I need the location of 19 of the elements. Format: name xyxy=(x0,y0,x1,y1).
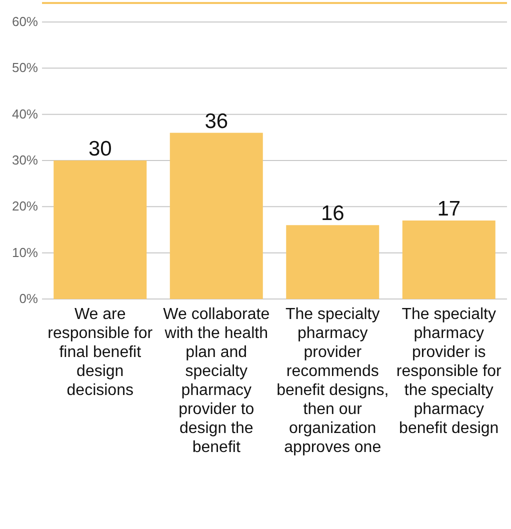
x-tick-label: The specialty pharmacy provider is responsible for the specialty pharmacy benefit design xyxy=(396,306,502,437)
bar xyxy=(402,220,496,299)
x-tick-label: We collaborate with the health plan and specialty pharmacy provider to design the benefit xyxy=(163,306,270,456)
bar xyxy=(54,160,147,299)
y-tick-label: 40% xyxy=(12,106,38,122)
bar xyxy=(286,225,380,299)
bar xyxy=(170,132,263,299)
y-tick-label: 0% xyxy=(19,291,38,306)
y-tick-label: 50% xyxy=(12,60,38,76)
y-tick-label: 60% xyxy=(12,14,38,29)
data-label: 17 xyxy=(437,198,461,221)
x-tick-label: The specialty pharmacy provider recommends benefit designs, then our organization approves one xyxy=(276,306,389,456)
x-tick-label: We are responsible for final benefit design decisions xyxy=(48,306,154,399)
y-tick-label: 10% xyxy=(12,244,38,260)
y-tick-label: 20% xyxy=(12,198,38,214)
data-label: 36 xyxy=(204,110,228,133)
data-label: 30 xyxy=(88,138,112,160)
data-label: 16 xyxy=(320,202,344,226)
y-tick-label: 30% xyxy=(12,152,38,168)
